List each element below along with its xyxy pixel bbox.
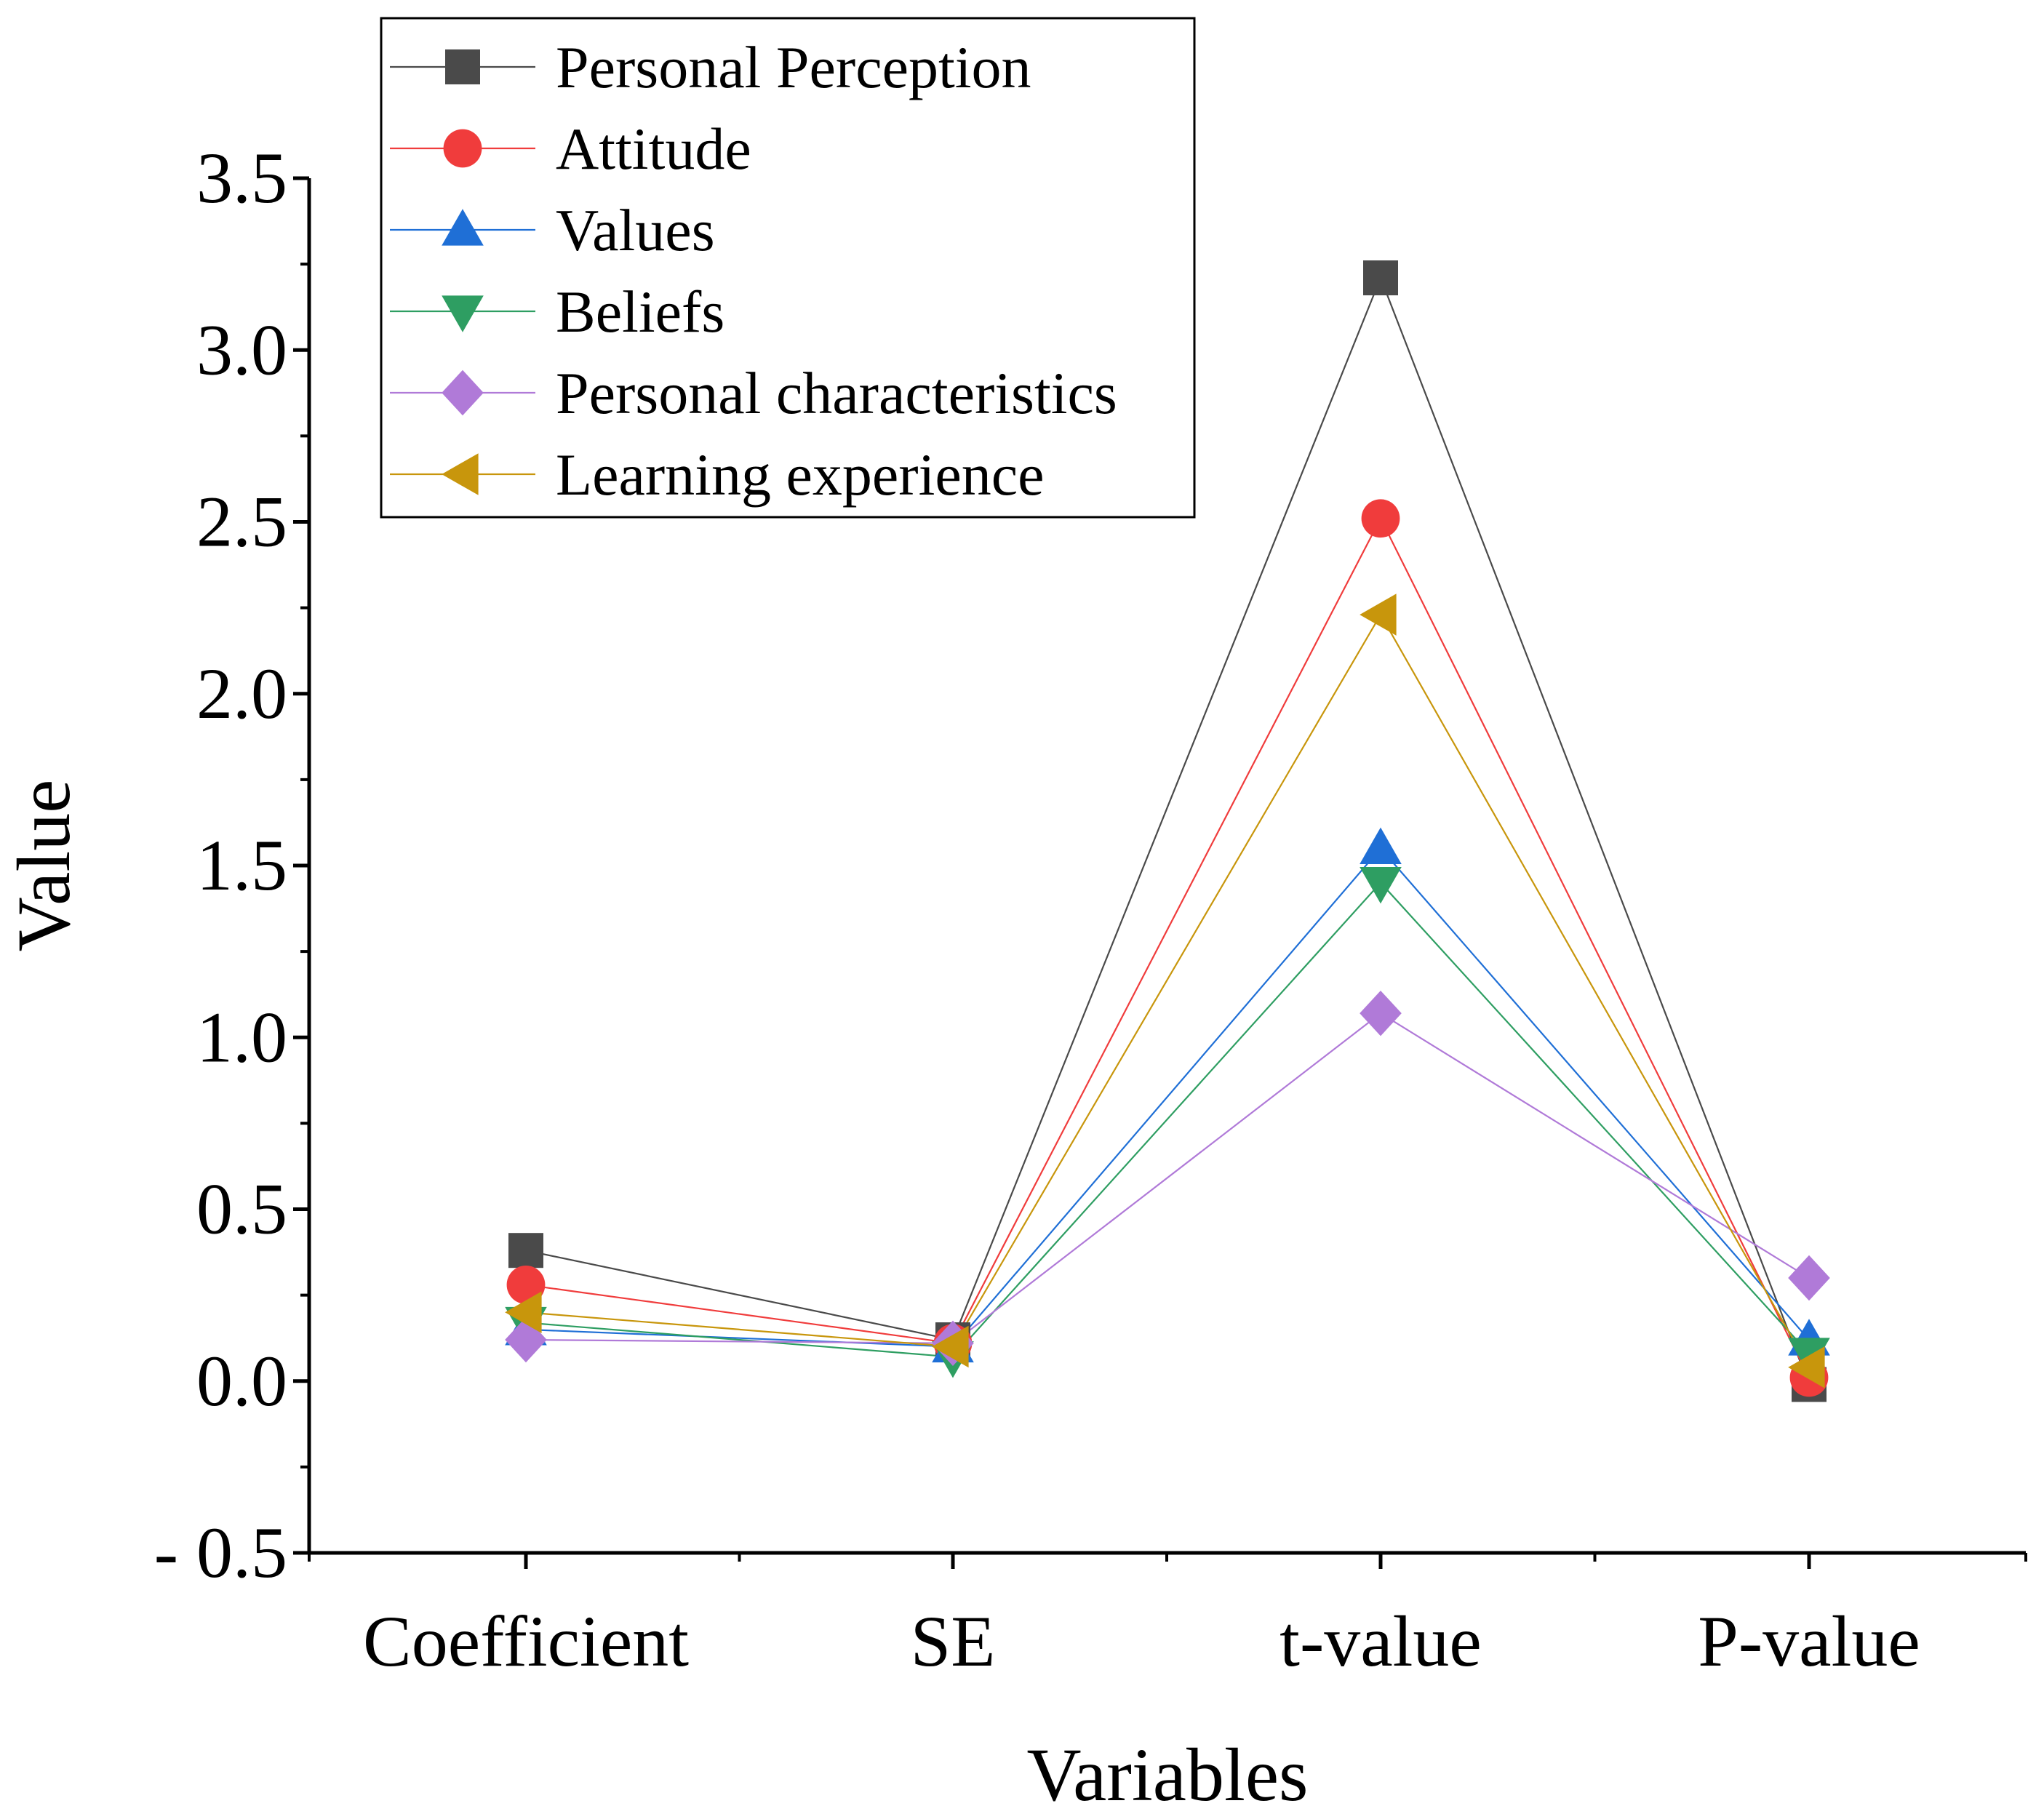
series-line-personal-perception	[525, 276, 1811, 1385]
legend-label: Values	[556, 197, 715, 263]
legend-entry-personal-perception: Personal Perception	[390, 34, 1031, 100]
series-line-values	[525, 847, 1810, 1348]
y-tick-label: - 0.5	[154, 1512, 287, 1593]
data-point-learning-experience	[1360, 594, 1397, 636]
legend-marker-values	[442, 209, 484, 246]
series-line-attitude	[525, 516, 1810, 1378]
legend-entry-beliefs: Beliefs	[390, 279, 724, 345]
x-tick-label: Coefficient	[363, 1601, 689, 1682]
data-point-learning-experience	[932, 1325, 969, 1368]
series-line-beliefs	[525, 881, 1810, 1358]
y-tick-label: 1.0	[196, 996, 287, 1077]
legend-label: Beliefs	[556, 279, 724, 345]
data-point-attitude	[1361, 499, 1400, 538]
series-markers	[505, 260, 1830, 1402]
series-lines	[525, 276, 1811, 1385]
data-point-personal-perception	[1363, 260, 1398, 296]
y-axis-title: Value	[2, 780, 86, 952]
data-point-personal-characteristics	[505, 1316, 547, 1363]
y-tick-label: 0.5	[196, 1169, 287, 1250]
legend-marker-personal-perception	[445, 49, 480, 84]
data-point-learning-experience	[1788, 1346, 1825, 1389]
legend-marker-attitude	[443, 129, 482, 168]
y-tick-label: 2.5	[196, 482, 287, 562]
data-point-learning-experience	[505, 1291, 542, 1334]
legend-box	[380, 17, 1196, 519]
legend-entry-learning-experience: Learning experience	[390, 441, 1045, 508]
x-tick-label: P-value	[1698, 1601, 1920, 1682]
y-tick-label: 3.5	[196, 137, 287, 218]
y-tick-label: 3.0	[196, 309, 287, 390]
legend-entries: Personal Perception Attitude Values Beliefs…	[390, 34, 1117, 508]
data-point-attitude	[506, 1266, 546, 1304]
data-point-personal-perception	[508, 1233, 543, 1268]
legend-marker-learning-experience	[442, 453, 479, 495]
axes: - 0.5 0.0 0.5 1.0 1.5 2.0 2.5 3.0 3.5 Coefficien…	[154, 137, 2027, 1682]
series-line-personal-characteristics	[525, 1012, 1810, 1344]
data-point-personal-characteristics	[1788, 1255, 1830, 1301]
x-tick-label: SE	[911, 1601, 996, 1682]
data-point-values	[1360, 827, 1402, 864]
data-point-personal-characteristics	[1360, 990, 1402, 1036]
legend-marker-beliefs	[442, 295, 484, 332]
x-axis-title: Variables	[1027, 1733, 1309, 1814]
data-point-beliefs	[1360, 867, 1402, 904]
legend-marker-personal-characteristics	[442, 369, 484, 416]
y-tick-label: 0.0	[196, 1340, 287, 1421]
legend-label: Learning experience	[556, 441, 1045, 508]
x-ticks: Coefficient SE t-value P-value	[308, 1553, 2027, 1682]
y-ticks: - 0.5 0.0 0.5 1.0 1.5 2.0 2.5 3.0 3.5	[154, 137, 309, 1593]
legend-entry-personal-characteristics: Personal characteristics	[390, 360, 1117, 426]
legend-entry-values: Values	[390, 197, 715, 263]
y-tick-label: 1.5	[196, 825, 287, 906]
legend-label: Attitude	[556, 116, 751, 182]
legend-label: Personal characteristics	[556, 360, 1117, 426]
legend-entry-attitude: Attitude	[390, 116, 751, 182]
legend: Personal Perception Attitude Values Beliefs…	[380, 17, 1196, 519]
y-tick-label: 2.0	[196, 653, 287, 734]
series-line-learning-experience	[525, 612, 1810, 1368]
legend-label: Personal Perception	[556, 34, 1031, 100]
x-tick-label: t-value	[1280, 1601, 1482, 1682]
